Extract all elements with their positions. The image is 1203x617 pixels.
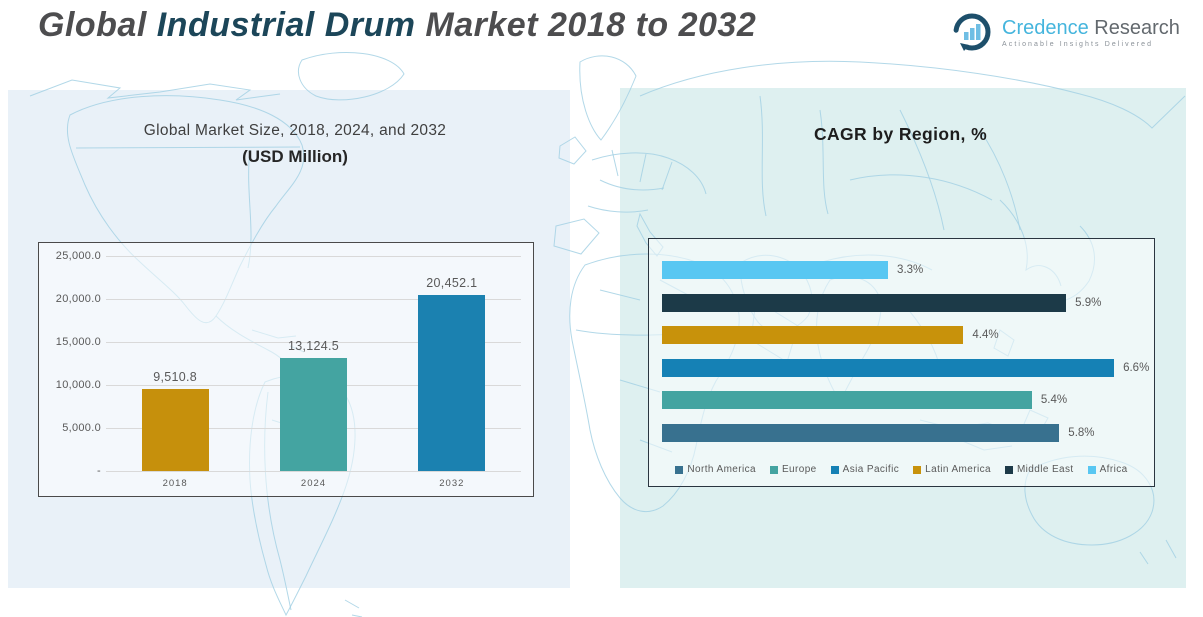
cagr-bar-asia-pacific <box>662 358 1115 377</box>
cagr-heading: CAGR by Region, % <box>813 124 988 144</box>
bar-value-label: 20,452.1 <box>426 276 478 291</box>
logo-brand: Credence Research <box>1002 18 1180 38</box>
logo-brand-secondary: Research <box>1088 17 1180 39</box>
market-size-heading: Global Market Size, 2018, 2024, and 2032… <box>60 122 530 167</box>
x-axis-category-label: 2032 <box>439 478 465 489</box>
cagr-value-label: 3.3% <box>897 264 924 276</box>
legend-label: Europe <box>781 464 817 475</box>
legend-label: Africa <box>1099 464 1128 475</box>
cagr-value-label: 5.4% <box>1040 394 1068 406</box>
logo-brand-primary: Credence <box>1002 17 1089 39</box>
legend-swatch <box>769 465 778 474</box>
legend-item-latin-america: Latin America <box>913 464 991 475</box>
legend-label: Asia Pacific <box>842 464 900 475</box>
page-title: Global Industrial Drum Market 2018 to 20… <box>38 6 756 45</box>
x-axis-category-label: 2024 <box>300 478 327 489</box>
bar-2032 <box>418 295 486 471</box>
market-size-subtitle: (USD Million) <box>242 147 348 166</box>
cagr-bar-africa <box>662 261 889 279</box>
cagr-bar-middle-east <box>662 293 1067 312</box>
y-axis-tick-label: 10,000.0 <box>55 379 101 391</box>
market-size-title: Global Market Size, 2018, 2024, and 2032 <box>143 122 447 139</box>
cagr-value-label: 5.8% <box>1068 426 1095 439</box>
cagr-bar-latin-america <box>662 326 964 344</box>
legend-swatch <box>675 465 684 474</box>
title-part-2: Industrial Drum <box>156 6 416 44</box>
legend-swatch <box>1004 465 1013 474</box>
market-size-chart: 25,000.0 20,000.0 15,000.0 10,000.0 5,000.0 -… <box>38 242 534 497</box>
cagr-value-label: 5.9% <box>1075 296 1102 309</box>
legend-item-africa: Africa <box>1087 464 1128 475</box>
gridline <box>106 342 521 343</box>
legend-swatch <box>1087 465 1096 474</box>
y-axis-tick-label: 25,000.0 <box>55 250 101 262</box>
bar-2018 <box>141 389 209 471</box>
legend-item-asia-pacific: Asia Pacific <box>830 464 900 475</box>
cagr-value-label: 4.4% <box>972 329 999 341</box>
bar-value-label: 13,124.5 <box>287 339 340 354</box>
legend-swatch <box>830 465 839 474</box>
legend-item-europe: Europe <box>769 464 817 475</box>
cagr-bar-europe <box>662 391 1032 409</box>
legend-label: Latin America <box>925 464 991 475</box>
bar-2024 <box>280 358 347 471</box>
gridline <box>106 299 521 300</box>
gridline <box>106 256 521 257</box>
legend-swatch <box>913 465 922 474</box>
legend-item-north-america: North America <box>675 464 756 475</box>
credence-research-logo: Credence Research Actionable Insights De… <box>950 11 1180 55</box>
logo-tagline: Actionable Insights Delivered <box>1002 41 1154 48</box>
cagr-legend: North America Europe Asia Pacific Latin Ame… <box>649 464 1154 475</box>
title-part-1: Global <box>38 6 157 44</box>
credence-logo-icon <box>953 13 991 51</box>
title-part-3: Market 2018 to 2032 <box>415 6 757 44</box>
cagr-bar-north-america <box>662 423 1060 442</box>
legend-label: Middle East <box>1016 464 1074 475</box>
y-axis-tick-label: - <box>97 465 101 477</box>
y-axis-tick-label: 20,000.0 <box>55 293 101 305</box>
y-axis-tick-label: 15,000.0 <box>55 336 101 348</box>
y-axis-tick-label: 5,000.0 <box>62 422 101 434</box>
x-axis-category-label: 2018 <box>162 478 188 489</box>
legend-item-middle-east: Middle East <box>1004 464 1074 475</box>
gridline <box>106 471 521 472</box>
cagr-chart: North America Europe Asia Pacific Latin Ame… <box>648 238 1155 487</box>
cagr-value-label: 6.6% <box>1123 361 1150 374</box>
bar-value-label: 9,510.8 <box>153 370 198 385</box>
legend-label: North America <box>687 464 756 475</box>
